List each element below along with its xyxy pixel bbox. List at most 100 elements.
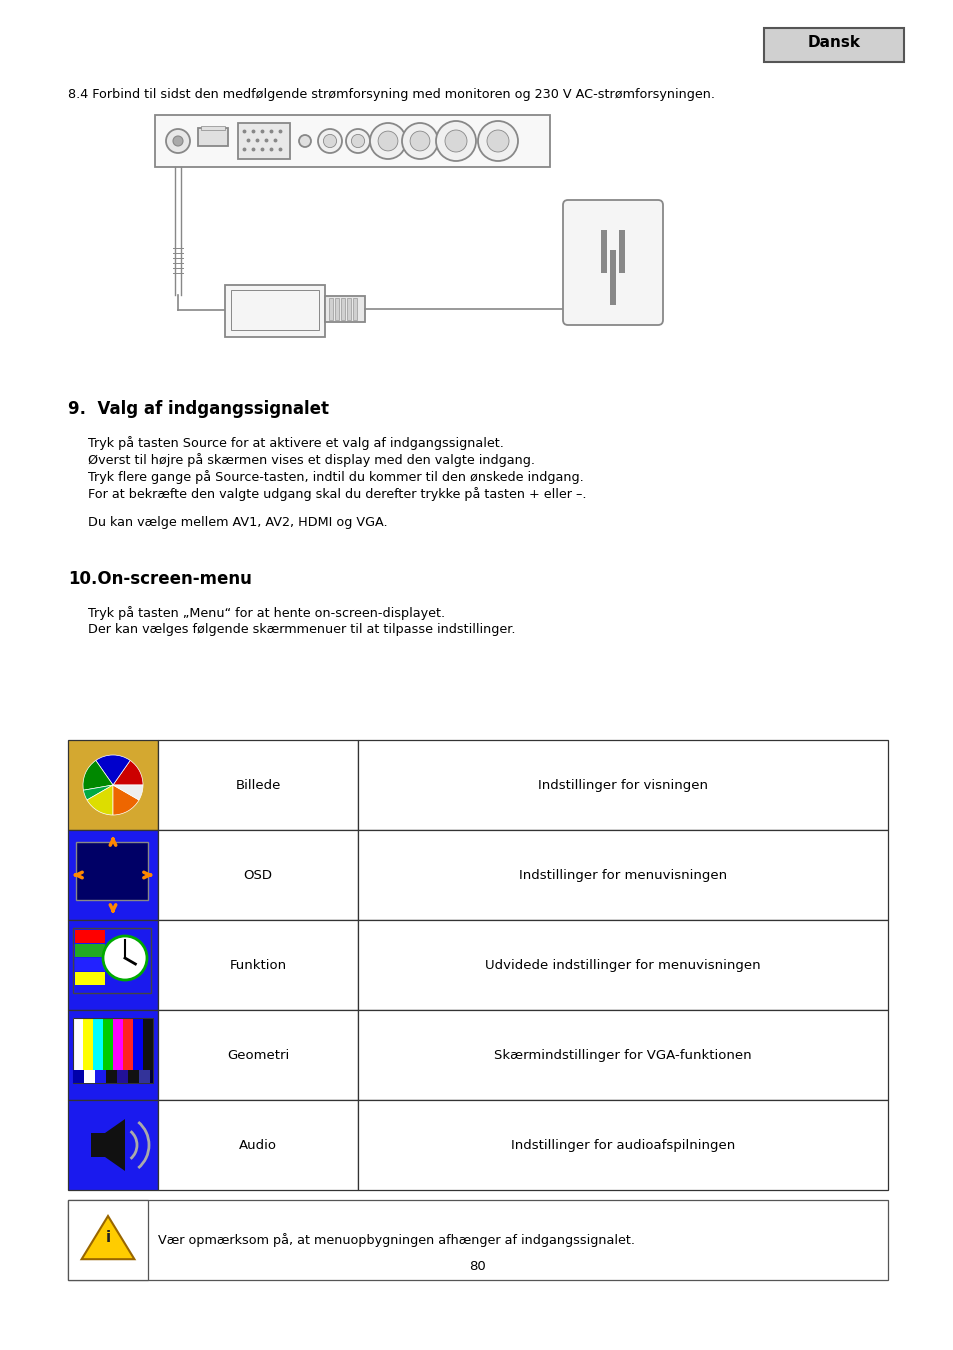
Text: Billede: Billede xyxy=(235,779,280,792)
Text: Udvidede indstillinger for menuvisningen: Udvidede indstillinger for menuvisningen xyxy=(485,958,760,972)
Bar xyxy=(76,842,148,900)
Circle shape xyxy=(346,130,370,153)
Bar xyxy=(117,1071,128,1083)
Bar xyxy=(357,1100,887,1189)
FancyBboxPatch shape xyxy=(562,200,662,325)
Bar xyxy=(143,1018,152,1083)
Bar xyxy=(75,972,105,986)
Bar xyxy=(201,126,225,130)
Bar xyxy=(325,296,365,323)
Bar xyxy=(158,1010,357,1100)
Bar xyxy=(353,298,356,320)
Text: Indstillinger for visningen: Indstillinger for visningen xyxy=(537,779,707,792)
Bar xyxy=(95,1071,106,1083)
Bar xyxy=(68,1100,158,1189)
Bar xyxy=(128,1071,139,1083)
Text: Vær opmærksom på, at menuopbygningen afhænger af indgangssignalet.: Vær opmærksom på, at menuopbygningen afh… xyxy=(158,1233,635,1247)
Wedge shape xyxy=(95,755,130,784)
Circle shape xyxy=(172,136,183,146)
Bar xyxy=(237,123,290,159)
Circle shape xyxy=(370,123,406,159)
Text: 80: 80 xyxy=(469,1260,486,1273)
Text: Funktion: Funktion xyxy=(230,958,286,972)
Bar xyxy=(158,919,357,1010)
Text: 9.  Valg af indgangssignalet: 9. Valg af indgangssignalet xyxy=(68,400,329,418)
Bar xyxy=(73,1071,152,1083)
Circle shape xyxy=(103,936,147,980)
Bar xyxy=(106,1071,117,1083)
Text: 8.4 Forbind til sidst den medfølgende strømforsyning med monitoren og 230 V AC-s: 8.4 Forbind til sidst den medfølgende st… xyxy=(68,88,714,101)
Bar xyxy=(340,298,345,320)
Circle shape xyxy=(410,131,430,151)
Bar xyxy=(132,1018,143,1083)
Bar xyxy=(73,1018,83,1083)
Bar xyxy=(73,1071,84,1083)
Text: Der kan vælges følgende skærmmenuer til at tilpasse indstillinger.: Der kan vælges følgende skærmmenuer til … xyxy=(88,622,515,636)
Wedge shape xyxy=(112,760,143,784)
Bar xyxy=(158,740,357,830)
Text: Audio: Audio xyxy=(239,1139,276,1152)
Circle shape xyxy=(317,130,341,153)
Polygon shape xyxy=(91,1119,125,1170)
Bar xyxy=(763,28,903,62)
Bar xyxy=(75,930,105,944)
Bar xyxy=(75,958,105,971)
Circle shape xyxy=(477,122,517,161)
Circle shape xyxy=(166,130,190,153)
Bar xyxy=(357,830,887,919)
Bar xyxy=(335,298,338,320)
Bar xyxy=(68,1010,158,1100)
Bar xyxy=(357,1010,887,1100)
Circle shape xyxy=(298,135,311,147)
Bar xyxy=(83,1018,92,1083)
Text: Skærmindstillinger for VGA-funktionen: Skærmindstillinger for VGA-funktionen xyxy=(494,1049,751,1062)
Circle shape xyxy=(351,135,364,147)
Bar xyxy=(609,250,616,305)
Bar xyxy=(154,115,550,167)
Text: OSD: OSD xyxy=(243,869,273,882)
Text: Indstillinger for menuvisningen: Indstillinger for menuvisningen xyxy=(518,869,726,882)
Wedge shape xyxy=(112,784,143,801)
Text: Tryk på tasten „Menu“ for at hente on-screen-displayet.: Tryk på tasten „Menu“ for at hente on-sc… xyxy=(88,606,445,620)
Circle shape xyxy=(323,135,336,147)
Text: Tryk på tasten Source for at aktivere et valg af indgangssignalet.: Tryk på tasten Source for at aktivere et… xyxy=(88,436,503,450)
Text: Dansk: Dansk xyxy=(806,35,860,50)
Bar xyxy=(92,1018,103,1083)
Wedge shape xyxy=(87,784,112,815)
Bar xyxy=(600,230,606,273)
Bar xyxy=(225,285,325,338)
Text: Tryk flere gange på Source-tasten, indtil du kommer til den ønskede indgang.: Tryk flere gange på Source-tasten, indti… xyxy=(88,470,583,483)
Bar xyxy=(73,927,151,994)
Bar xyxy=(103,1018,112,1083)
Bar xyxy=(68,830,158,919)
Circle shape xyxy=(486,130,509,153)
Bar xyxy=(73,1018,152,1083)
Bar xyxy=(68,919,158,1010)
Bar xyxy=(158,830,357,919)
Bar xyxy=(357,919,887,1010)
Wedge shape xyxy=(83,784,112,801)
Bar xyxy=(198,128,228,146)
Text: i: i xyxy=(106,1230,111,1245)
Text: For at bekræfte den valgte udgang skal du derefter trykke på tasten + eller –.: For at bekræfte den valgte udgang skal d… xyxy=(88,487,586,501)
Bar xyxy=(68,1200,887,1280)
Wedge shape xyxy=(83,760,112,790)
Bar xyxy=(347,298,351,320)
Bar xyxy=(329,298,333,320)
Polygon shape xyxy=(82,1216,134,1260)
Bar xyxy=(231,290,318,329)
Bar xyxy=(123,1018,132,1083)
Bar xyxy=(139,1071,150,1083)
Bar xyxy=(68,1200,148,1280)
Bar xyxy=(112,1018,123,1083)
Bar xyxy=(75,944,105,957)
Text: 10.On-screen-menu: 10.On-screen-menu xyxy=(68,570,252,589)
Bar xyxy=(158,1100,357,1189)
Text: Du kan vælge mellem AV1, AV2, HDMI og VGA.: Du kan vælge mellem AV1, AV2, HDMI og VG… xyxy=(88,516,387,529)
Circle shape xyxy=(377,131,397,151)
Circle shape xyxy=(436,122,476,161)
Bar xyxy=(357,740,887,830)
Wedge shape xyxy=(112,784,139,815)
Text: Øverst til højre på skærmen vises et display med den valgte indgang.: Øverst til højre på skærmen vises et dis… xyxy=(88,454,535,467)
Bar xyxy=(84,1071,95,1083)
